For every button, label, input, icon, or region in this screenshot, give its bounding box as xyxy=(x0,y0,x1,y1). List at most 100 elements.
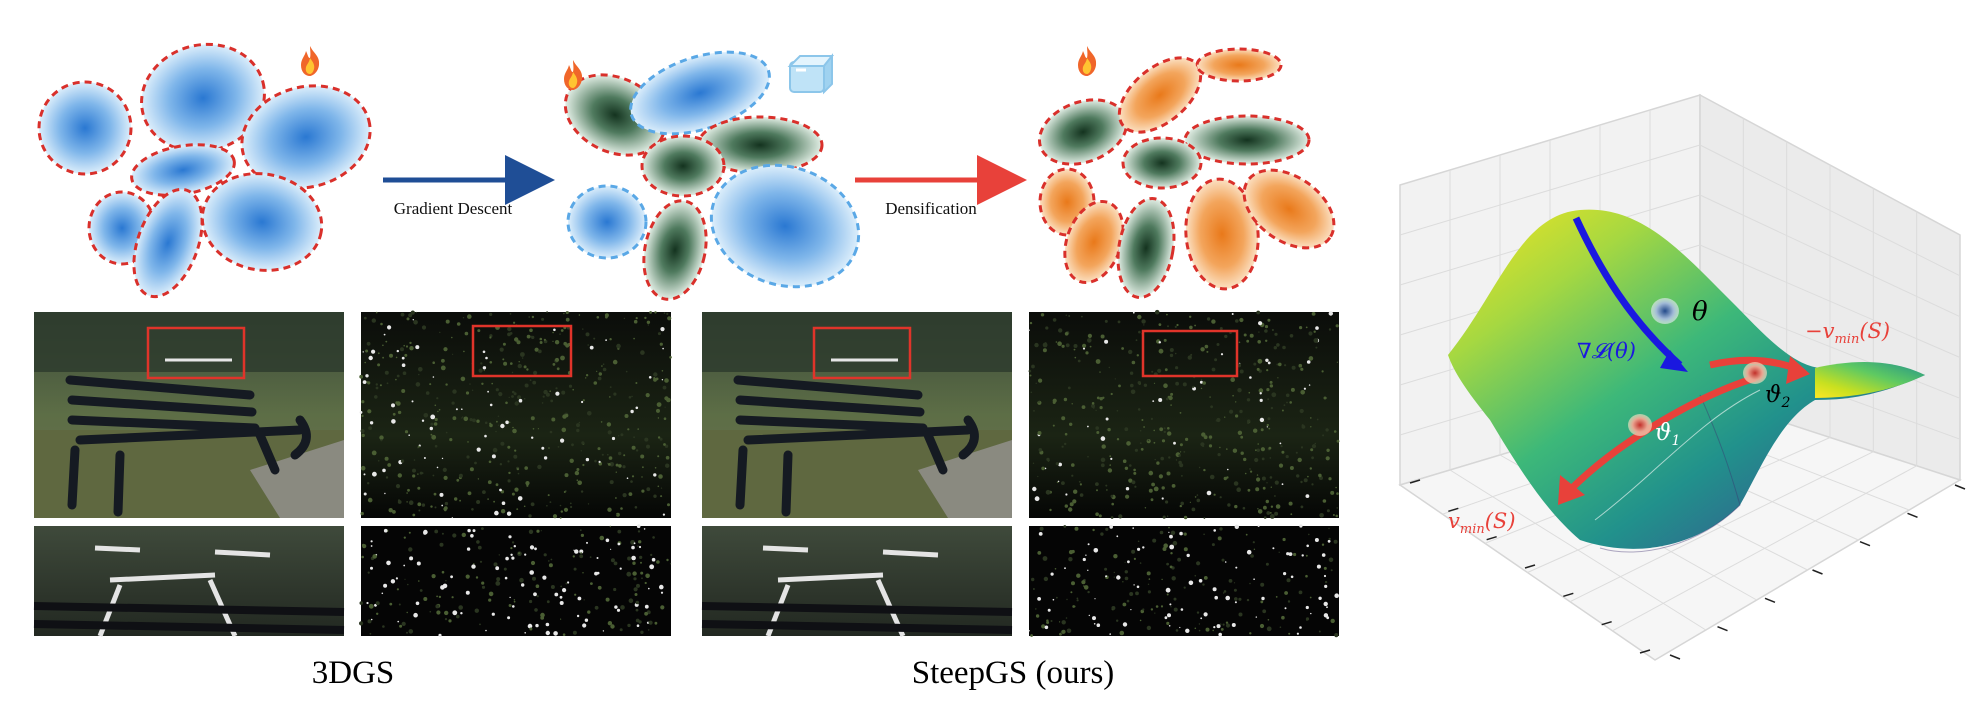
point-speck xyxy=(1325,428,1329,432)
point-speck xyxy=(1247,421,1250,425)
point-speck xyxy=(1258,331,1260,333)
point-speck xyxy=(527,623,533,629)
point-speck xyxy=(1324,580,1328,584)
point-speck xyxy=(367,571,370,574)
point-speck xyxy=(1281,450,1285,454)
point-speck xyxy=(1261,596,1265,601)
point-speck xyxy=(1298,590,1303,595)
point-speck xyxy=(1323,613,1329,618)
point-speck xyxy=(1167,431,1172,436)
point-speck xyxy=(1291,365,1296,370)
point-speck xyxy=(385,476,389,479)
point-speck xyxy=(367,409,372,414)
point-speck xyxy=(636,624,640,627)
point-speck xyxy=(1200,442,1205,447)
point-speck xyxy=(617,529,622,534)
point-speck xyxy=(565,311,569,315)
point-speck xyxy=(432,376,435,378)
point-speck xyxy=(391,419,396,424)
point-speck xyxy=(1189,315,1192,318)
vmin-v: v xyxy=(1448,509,1460,533)
point-speck xyxy=(495,388,499,392)
point-speck xyxy=(578,314,581,316)
point-speck xyxy=(458,473,463,478)
point-speck xyxy=(1287,600,1291,603)
point-speck xyxy=(471,564,476,569)
point-speck xyxy=(464,331,469,336)
point-speck xyxy=(1204,344,1209,349)
point-speck xyxy=(1166,621,1170,626)
point-speck xyxy=(1256,310,1261,315)
point-speck xyxy=(404,578,406,580)
point-speck xyxy=(455,408,458,411)
point-speck xyxy=(534,347,539,352)
point-speck xyxy=(360,429,365,433)
point-speck xyxy=(1139,562,1142,564)
point-speck xyxy=(1179,531,1183,536)
point-speck xyxy=(613,561,618,566)
point-speck xyxy=(481,382,484,385)
point-speck xyxy=(524,632,526,634)
point-speck xyxy=(1261,476,1266,481)
point-speck xyxy=(1076,597,1079,600)
point-speck xyxy=(543,456,548,460)
point-speck xyxy=(413,320,418,325)
point-speck xyxy=(1169,544,1175,550)
point-speck xyxy=(498,392,503,397)
point-speck xyxy=(444,610,449,616)
point-speck xyxy=(1091,402,1095,405)
point-speck xyxy=(1043,576,1049,582)
point-speck xyxy=(1262,609,1267,614)
point-speck xyxy=(499,488,502,492)
point-speck xyxy=(631,445,636,450)
point-speck xyxy=(489,336,492,339)
point-speck xyxy=(1179,412,1182,414)
point-speck xyxy=(1131,480,1136,485)
point-speck xyxy=(444,501,449,506)
point-speck xyxy=(1249,333,1254,338)
point-speck xyxy=(368,355,373,361)
point-speck xyxy=(549,390,551,393)
point-speck xyxy=(607,453,609,456)
vartheta2-sub: 2 xyxy=(1780,395,1790,411)
point-speck xyxy=(460,612,463,615)
point-speck xyxy=(1064,504,1069,508)
point-speck xyxy=(404,353,408,357)
point-speck xyxy=(1100,532,1104,536)
point-speck xyxy=(1124,466,1129,470)
point-speck xyxy=(1148,488,1153,493)
point-speck xyxy=(491,612,495,616)
point-speck xyxy=(552,340,554,342)
point-speck xyxy=(365,374,369,378)
point-speck xyxy=(1117,320,1121,324)
point-speck xyxy=(406,611,408,614)
axis-tick xyxy=(1448,507,1459,513)
point-speck xyxy=(1260,582,1265,587)
label-steepgs: SteepGS (ours) xyxy=(912,655,1115,691)
point-speck xyxy=(549,430,553,434)
point-speck xyxy=(1198,623,1201,625)
point-speck xyxy=(1148,470,1154,476)
point-speck xyxy=(1096,431,1100,434)
point-speck xyxy=(560,510,563,513)
point-speck xyxy=(1173,607,1178,612)
point-speck xyxy=(1278,362,1282,367)
vartheta2-sym: ϑ xyxy=(1765,382,1781,408)
point-speck xyxy=(1211,367,1216,372)
point-speck xyxy=(1310,448,1314,452)
point-speck xyxy=(1038,378,1043,383)
point-speck xyxy=(417,445,420,448)
point-speck xyxy=(501,501,506,506)
point-speck xyxy=(359,601,364,605)
point-speck xyxy=(1231,623,1236,627)
point-speck xyxy=(363,316,367,320)
point-speck xyxy=(1225,595,1230,601)
point-speck xyxy=(497,415,500,417)
point-speck xyxy=(452,533,457,538)
point-speck xyxy=(495,483,499,487)
point-speck xyxy=(507,616,511,620)
point-speck xyxy=(359,411,363,414)
point-speck xyxy=(514,401,519,406)
point-speck xyxy=(1187,355,1193,360)
point-speck xyxy=(513,321,516,324)
